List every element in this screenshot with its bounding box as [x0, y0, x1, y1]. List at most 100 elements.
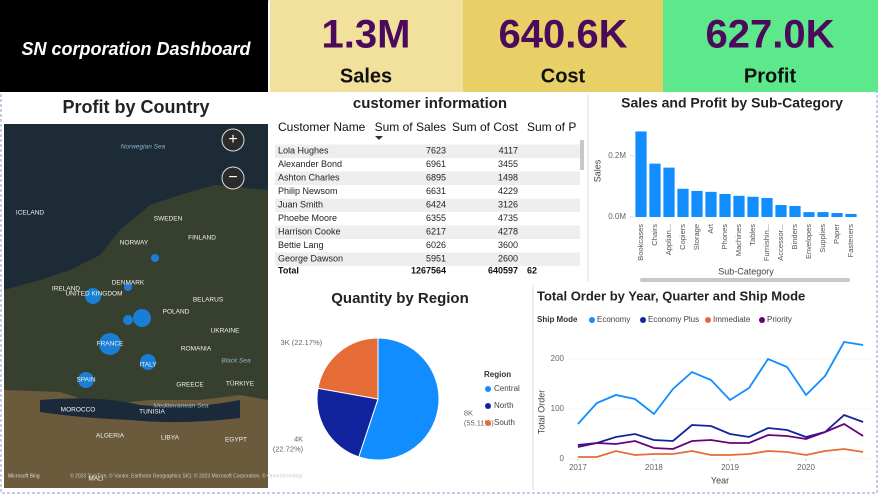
x-tick-label: Storage: [692, 224, 701, 250]
legend-title: Ship Mode: [537, 315, 578, 324]
bar: [775, 205, 787, 217]
y-tick-label: 0.2M: [608, 151, 626, 160]
bar: [705, 191, 717, 217]
y-axis-label: Total Order: [536, 390, 546, 435]
x-tick-label: Envelopes: [804, 224, 813, 259]
title-panel: [0, 0, 268, 92]
x-tick-label: Copiers: [678, 224, 687, 250]
table-cell: 3600: [498, 240, 518, 250]
map-bubble: [133, 309, 151, 327]
table: Customer Name Sum of Sales Sum of Cost Sum …: [275, 120, 580, 275]
zoom-out[interactable]: −: [221, 166, 245, 190]
x-tick-label: Bookcases: [636, 224, 645, 261]
x-tick-label: Applian...: [664, 224, 673, 255]
line-series: [577, 422, 864, 450]
table-cell: 6631: [426, 186, 446, 196]
bar: [817, 212, 829, 217]
map-logo: Microsoft Bing: [8, 473, 40, 479]
map-label: SWEDEN: [154, 216, 183, 223]
total-cell: 1267564: [411, 265, 446, 275]
total-cell: 62: [527, 265, 537, 275]
data-label-quantity: 3K: [281, 338, 290, 347]
table-cell: 6217: [426, 226, 446, 236]
y-tick-label: 0.0M: [608, 212, 626, 221]
map-label: Mediterranean Sea: [153, 403, 209, 410]
table-cell: 4735: [498, 213, 518, 223]
y-axis-label: Sales: [592, 159, 602, 182]
table-cell: 3455: [498, 159, 518, 169]
legend-swatch: [759, 317, 765, 323]
table-cell: Ashton Charles: [278, 172, 340, 182]
bar: [803, 212, 815, 217]
map-bubble: [151, 254, 159, 262]
x-tick-label: 2017: [569, 463, 587, 472]
line-series: [577, 413, 864, 446]
x-tick-label: Tables: [748, 224, 757, 246]
zoom-button[interactable]: [221, 166, 245, 190]
table-cell: Alexander Bond: [278, 159, 342, 169]
pie-slice: [316, 387, 379, 458]
x-tick-label: Machines: [734, 224, 743, 256]
table-cell: 7623: [426, 145, 446, 155]
zoom-icon: −: [228, 169, 237, 186]
map-label: GREECE: [176, 382, 204, 389]
kpi-value: 627.0K: [706, 13, 835, 57]
bar: [635, 131, 647, 217]
kpi-label: Sales: [340, 65, 392, 87]
zoom-button[interactable]: [221, 128, 245, 152]
legend-label: Economy: [597, 315, 630, 324]
legend-label: South: [494, 418, 515, 427]
map-label: TÜRKIYE: [226, 380, 255, 388]
data-label-quantity: 8K: [464, 409, 473, 418]
map-label: MALI: [88, 476, 103, 483]
map-label: ALGERIA: [96, 433, 125, 440]
kpi-card: [270, 0, 463, 92]
x-tick-label: Accessor...: [776, 224, 785, 261]
bar: [649, 163, 661, 217]
legend-swatch: [485, 386, 491, 392]
total-cell: 640597: [488, 265, 518, 275]
bar: [789, 205, 801, 217]
line-series: [577, 341, 864, 425]
map-label: TUNISIA: [139, 409, 165, 416]
map-label: LIBYA: [161, 435, 180, 442]
table-cell: 4117: [499, 145, 518, 155]
map-bubble: [123, 315, 133, 325]
bar: [831, 213, 843, 217]
line-series: [577, 448, 864, 458]
x-tick-label: Fasteners: [846, 224, 855, 258]
data-label: 3K (22.17%): [281, 338, 323, 347]
legend-swatch: [589, 317, 595, 323]
scrollbar[interactable]: [640, 278, 850, 282]
table-cell: Harrison Cooke: [278, 226, 341, 236]
pie-slice: [358, 337, 440, 461]
legend-swatch: [640, 317, 646, 323]
table-cell: 3126: [498, 199, 518, 209]
map-bubble: [85, 288, 101, 304]
table-cell: Bettie Lang: [278, 240, 324, 250]
map-label: MOROCCO: [61, 407, 96, 414]
chart-title: Sales and Profit by Sub-Category: [621, 95, 843, 111]
scrollbar[interactable]: [580, 140, 584, 170]
map-label: UNITED KINGDOM: [65, 291, 122, 298]
row-band: [275, 171, 580, 185]
map-bubble: [140, 354, 156, 370]
table-cell: 6355: [426, 213, 446, 223]
x-tick-label: Chairs: [650, 224, 659, 246]
y-tick-label: 200: [551, 354, 565, 363]
row-band: [275, 225, 580, 239]
data-label-percent: (22.72%): [273, 444, 304, 453]
y-tick-label: 100: [551, 404, 565, 413]
map-bubbles: [78, 254, 159, 388]
pie-slice: [317, 337, 379, 400]
x-tick-label: Furnishin...: [762, 224, 771, 261]
table-cell: 4278: [498, 226, 518, 236]
bar: [845, 213, 857, 217]
column-header: Sum of P: [527, 120, 576, 134]
row-band: [275, 144, 580, 158]
map-label: UKRAINE: [211, 328, 241, 335]
map-label: Black Sea: [221, 358, 251, 365]
map-label: Norwegian Sea: [121, 144, 166, 151]
zoom-in[interactable]: +: [221, 128, 245, 152]
table-cell: 4229: [498, 186, 518, 196]
